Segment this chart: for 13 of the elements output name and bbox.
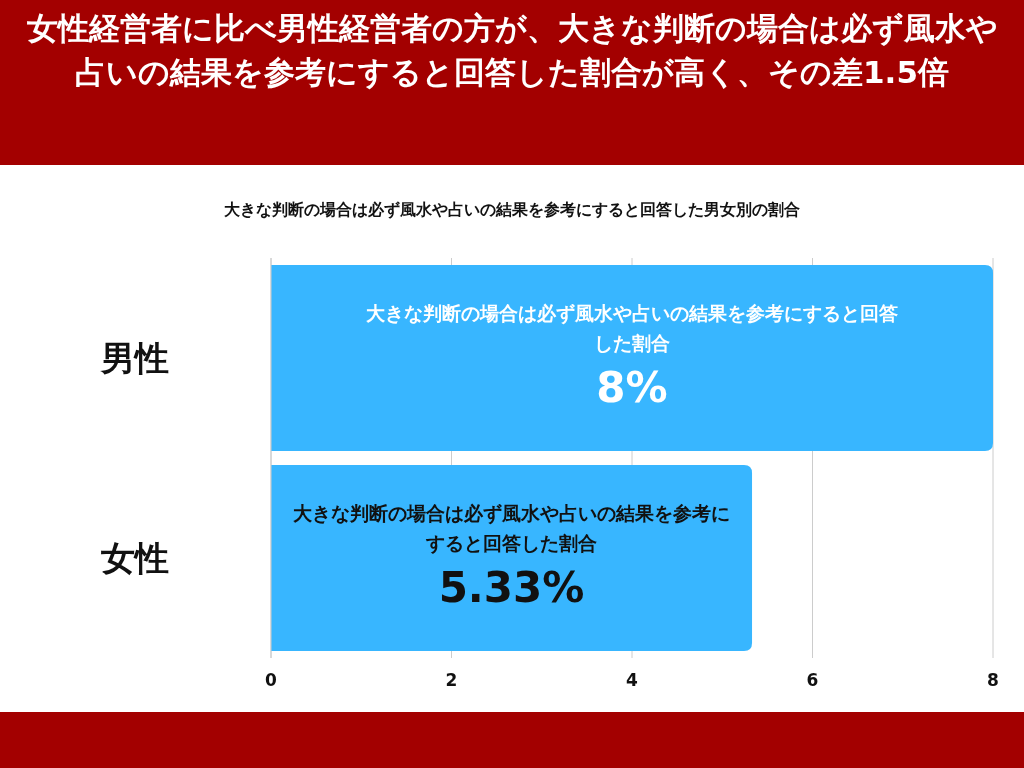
x-tick-label: 6 <box>806 670 819 690</box>
y-tick-label: 男性 <box>100 338 169 378</box>
x-tick-label: 4 <box>626 670 639 690</box>
x-tick-label: 8 <box>987 670 999 690</box>
data-label: 5.33% <box>437 562 586 614</box>
x-tick-label: 0 <box>265 670 278 690</box>
y-tick-label: 女性 <box>100 538 169 578</box>
x-tick-label: 2 <box>445 670 458 690</box>
chart-subtitle: 大きな判断の場合は必ず風水や占いの結果を参考にすると回答した男女別の割合 <box>223 200 801 221</box>
data-label: 8% <box>595 362 669 414</box>
annotation: 大きな判断の場合は必ず風水や占いの結果を参考にすると回答した割合 <box>293 502 730 554</box>
annotation: 大きな判断の場合は必ず風水や占いの結果を参考にすると回答した割合 <box>365 302 898 354</box>
chart-title: 女性経営者に比べ男性経営者の方が、大きな判断の場合は必ず風水や占いの結果を参考にすると回答した割合が高く、その差1.5倍 <box>25 9 999 92</box>
